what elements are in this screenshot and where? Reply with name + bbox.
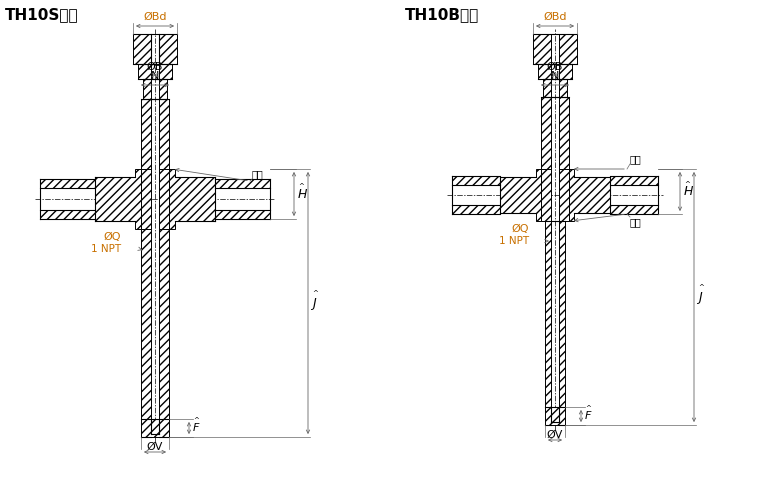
Text: 焊缝: 焊缝 [630, 217, 641, 227]
Polygon shape [215, 210, 270, 219]
Polygon shape [538, 64, 551, 79]
Text: 焊缝: 焊缝 [252, 169, 264, 179]
Polygon shape [559, 97, 569, 169]
Text: J: J [698, 290, 701, 304]
Text: N: N [551, 71, 559, 81]
Text: ØB: ØB [147, 62, 163, 72]
Polygon shape [533, 34, 551, 64]
Text: ØV: ØV [147, 442, 163, 452]
Polygon shape [545, 221, 551, 407]
Text: N: N [150, 71, 159, 81]
Polygon shape [133, 34, 151, 64]
Text: ^: ^ [312, 290, 318, 296]
Text: ^: ^ [298, 183, 304, 189]
Polygon shape [452, 176, 500, 185]
Text: ØBd: ØBd [543, 12, 567, 22]
Polygon shape [159, 229, 169, 419]
Text: ØV: ØV [546, 430, 563, 440]
Polygon shape [559, 169, 569, 221]
Polygon shape [138, 64, 151, 79]
Text: 1 NPT: 1 NPT [91, 244, 121, 254]
Polygon shape [215, 179, 270, 188]
Text: ØQ: ØQ [511, 224, 529, 234]
Polygon shape [559, 64, 572, 79]
Text: 1 NPT: 1 NPT [499, 236, 529, 246]
Polygon shape [610, 176, 658, 185]
Polygon shape [95, 169, 141, 229]
Polygon shape [543, 79, 551, 97]
Polygon shape [141, 419, 169, 437]
Polygon shape [143, 79, 151, 99]
Polygon shape [545, 407, 565, 425]
Text: ^: ^ [585, 405, 591, 411]
Text: TH10S设计: TH10S设计 [5, 7, 78, 22]
Polygon shape [541, 97, 551, 169]
Polygon shape [559, 221, 565, 407]
Polygon shape [159, 64, 172, 79]
Polygon shape [159, 169, 169, 229]
Polygon shape [500, 169, 541, 221]
Text: ^: ^ [698, 284, 704, 290]
Polygon shape [141, 169, 151, 229]
Polygon shape [159, 99, 169, 169]
Polygon shape [159, 34, 177, 64]
Text: F: F [585, 411, 591, 421]
Polygon shape [559, 79, 567, 97]
Polygon shape [559, 34, 577, 64]
Polygon shape [40, 210, 95, 219]
Text: ØBd: ØBd [143, 12, 166, 22]
Text: ^: ^ [684, 181, 690, 186]
Text: J: J [312, 297, 315, 309]
Polygon shape [40, 179, 95, 188]
Polygon shape [452, 205, 500, 214]
Text: ØB: ØB [546, 62, 563, 72]
Polygon shape [141, 99, 151, 169]
Text: ^: ^ [193, 417, 199, 423]
Polygon shape [541, 169, 551, 221]
Polygon shape [141, 229, 151, 419]
Polygon shape [169, 169, 215, 229]
Polygon shape [610, 205, 658, 214]
Polygon shape [569, 169, 610, 221]
Text: F: F [193, 423, 199, 433]
Text: ØQ: ØQ [103, 232, 121, 242]
Text: 焊缝: 焊缝 [630, 154, 641, 164]
Text: TH10B设计: TH10B设计 [405, 7, 480, 22]
Polygon shape [159, 79, 167, 99]
Text: H: H [298, 187, 307, 201]
Text: H: H [684, 185, 693, 198]
